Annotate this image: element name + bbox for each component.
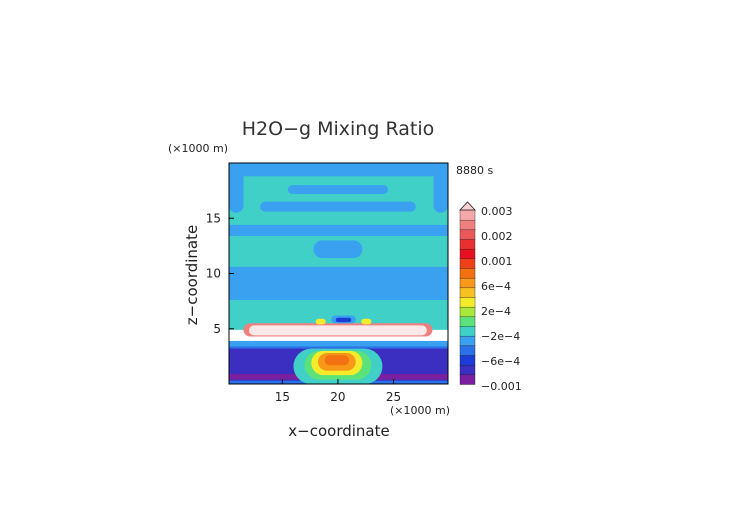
colorbar-swatch-12 <box>459 258 476 269</box>
colorbar-swatch-3 <box>459 345 476 356</box>
colorbar-swatch-2 <box>459 354 476 366</box>
colorbar-swatch-8 <box>459 296 476 308</box>
colorbar-label-0: 0.003 <box>481 205 513 218</box>
heatmap-region-17 <box>324 355 350 366</box>
colorbar-label-4: 2e−4 <box>481 305 511 318</box>
y-axis-label: z−coordinate <box>183 225 201 325</box>
heatmap-region-7 <box>313 240 363 259</box>
colorbar-swatch-1 <box>459 364 476 376</box>
heatmap-plot-area <box>229 163 448 384</box>
colorbar-swatch-5 <box>459 325 476 337</box>
colorbar-swatch-4 <box>459 335 476 347</box>
heatmap-region-5 <box>260 201 416 212</box>
colorbar-swatch-15 <box>459 229 476 240</box>
colorbar-swatch-13 <box>459 248 476 260</box>
chart-title: H2O−g Mixing Ratio <box>242 118 434 140</box>
y-axis: 5 10 15 <box>206 211 234 336</box>
x-tick-label-0: 15 <box>275 390 290 404</box>
colorbar: 0.003 0.002 0.001 6e−4 2e−4 −2e−4 −6e−4 −0.001 <box>459 201 522 393</box>
y-axis-unit: (×1000 m) <box>168 142 228 155</box>
colorbar-swatch-16 <box>459 219 476 231</box>
colorbar-label-3: 6e−4 <box>481 280 511 293</box>
colorbar-label-6: −6e−4 <box>481 355 520 368</box>
heatmap-region-23 <box>315 318 326 325</box>
colorbar-swatch-9 <box>459 287 476 298</box>
colorbar-label-7: −0.001 <box>481 380 522 393</box>
colorbar-label-1: 0.002 <box>481 230 513 243</box>
y-tick-label-2: 15 <box>206 211 221 225</box>
time-label: 8880 s <box>456 164 493 177</box>
heatmap-region-22 <box>335 317 352 323</box>
colorbar-swatch-14 <box>459 238 476 250</box>
y-tick-label-1: 10 <box>206 267 221 281</box>
heatmap-region-2 <box>229 163 244 213</box>
x-axis-label: x−coordinate <box>288 422 389 440</box>
colorbar-swatch-17 <box>459 209 476 221</box>
x-axis: 15 20 25 <box>275 379 401 404</box>
colorbar-arrow <box>459 201 476 211</box>
y-tick-label-0: 5 <box>213 322 221 336</box>
x-tick-label-2: 25 <box>386 390 401 404</box>
colorbar-swatch-10 <box>459 277 476 289</box>
heatmap-region-24 <box>361 318 372 325</box>
heatmap-region-1 <box>229 163 448 177</box>
colorbar-swatch-7 <box>459 306 476 318</box>
heatmap-region-4 <box>287 185 388 194</box>
heatmap-region-8 <box>229 266 448 301</box>
colorbar-swatch-11 <box>459 267 476 279</box>
x-axis-unit: (×1000 m) <box>390 404 450 417</box>
colorbar-label-5: −2e−4 <box>481 330 520 343</box>
colorbar-swatch-0 <box>459 374 476 385</box>
heatmap-region-20 <box>249 325 427 336</box>
heatmap-region-3 <box>433 163 448 213</box>
colorbar-label-2: 0.001 <box>481 255 513 268</box>
colorbar-swatch-6 <box>459 316 476 327</box>
heatmap-region-6 <box>229 224 448 236</box>
x-tick-label-1: 20 <box>330 390 345 404</box>
